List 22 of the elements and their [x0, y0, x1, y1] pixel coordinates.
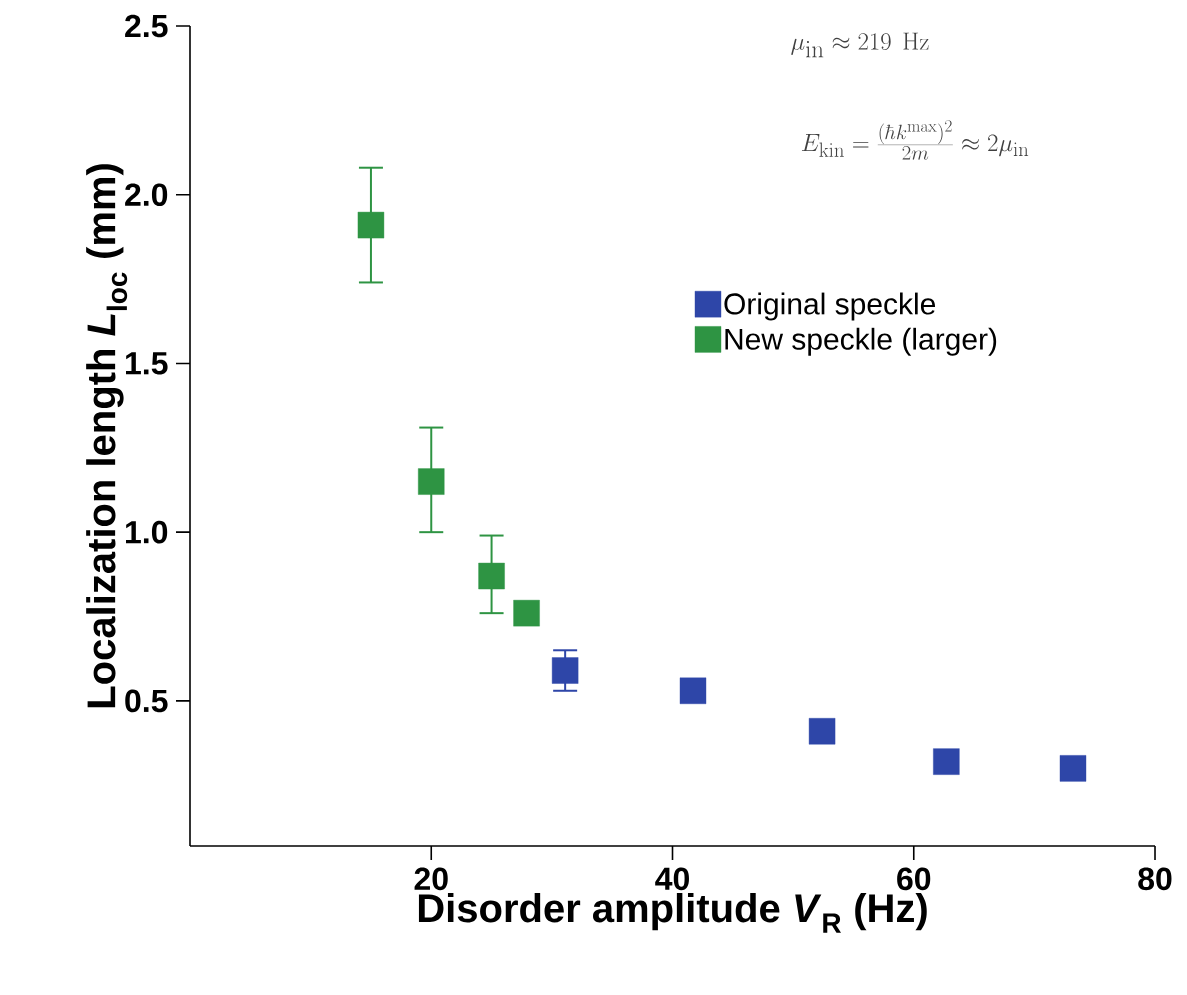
y-tick-label: 1.0 [126, 520, 168, 544]
legend-label: New speckle (larger) [725, 327, 997, 356]
point [513, 599, 540, 627]
point [357, 211, 385, 239]
x-tick-label: 20 [414, 867, 448, 891]
y-tick-label: 2.5 [125, 14, 168, 38]
point [418, 468, 445, 495]
y-tick-label: 1.5 [126, 352, 168, 375]
annotation: $E_{\rm kin} = \frac{(\hbar k^{\rm max})^2}{2m} \approx 2\mu_{\rm in}$ [801, 120, 1029, 160]
point [1059, 755, 1087, 782]
x-tick-label: 80 [1138, 867, 1172, 891]
legend-label: Original speckle [724, 292, 936, 321]
x-axis-title: Disorder amplitude V$_{R}$ (Hz) [418, 893, 927, 933]
x-tick-label: 40 [655, 867, 689, 891]
y-tick-label: 2.0 [125, 183, 168, 207]
point [551, 657, 579, 684]
point [808, 718, 836, 745]
point [478, 562, 505, 590]
x-tick-label: 60 [897, 867, 931, 891]
point [679, 677, 707, 704]
point [933, 748, 960, 775]
annotation: $\mu_{\rm in} \approx 219\ \mathrm{Hz}$ [791, 32, 929, 58]
